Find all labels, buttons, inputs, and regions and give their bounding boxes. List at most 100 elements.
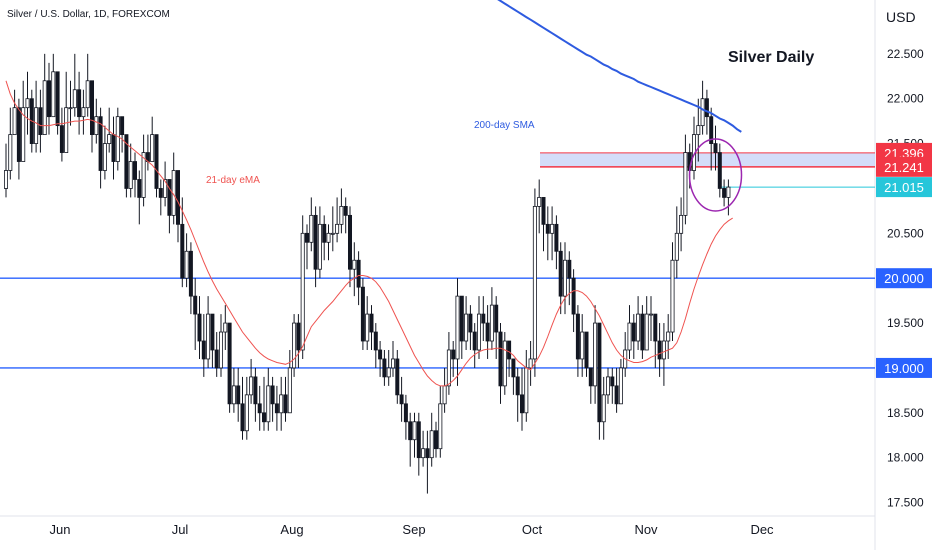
candle-up [12, 107, 17, 136]
price-label-text: 19.000 [884, 361, 924, 376]
candle-down [558, 250, 563, 297]
candle-up [606, 376, 611, 396]
candle-down [154, 134, 159, 189]
y-tick-label: 18.500 [887, 406, 924, 420]
candle-down [575, 313, 580, 360]
candle-up [72, 89, 77, 109]
candle-down [132, 161, 137, 180]
candle-down [511, 358, 516, 378]
chart-title: Silver Daily [728, 49, 814, 66]
candle-down [253, 376, 258, 405]
candle-up [593, 322, 598, 387]
candle-down [158, 188, 163, 198]
candle-down [210, 313, 215, 351]
candle-up [34, 107, 39, 144]
candle-up [502, 340, 507, 387]
candle-up [696, 125, 701, 136]
candle-up [150, 134, 155, 162]
candle-down [498, 331, 503, 387]
x-tick-label: Dec [750, 522, 774, 537]
candle-down [494, 304, 499, 333]
y-tick-label: 22.000 [887, 92, 924, 106]
candle-down [261, 412, 266, 423]
candle-down [713, 143, 718, 153]
candle-up [636, 313, 641, 342]
candle-down [541, 197, 546, 225]
candle-up [700, 98, 705, 127]
candle-up [8, 134, 13, 171]
candle-up [163, 179, 168, 198]
candle-up [489, 304, 494, 342]
candle-down [227, 322, 232, 405]
candle-up [438, 403, 443, 450]
candle-down [16, 107, 21, 162]
candle-up [386, 367, 391, 378]
candle-up [330, 232, 335, 235]
candle-down [468, 313, 473, 333]
candle-up [249, 376, 254, 396]
candle-up [442, 385, 447, 405]
candle-down [584, 331, 589, 369]
candle-down [382, 358, 387, 378]
candle-up [51, 71, 56, 118]
candle-down [175, 170, 180, 225]
candle-down [47, 80, 52, 118]
candle-up [670, 259, 675, 333]
candle-down [395, 358, 400, 396]
candle-up [64, 107, 69, 153]
candle-up [309, 214, 314, 243]
candle-down [408, 421, 413, 441]
candle-up [644, 313, 649, 351]
candle-up [627, 322, 632, 351]
sma-200-line [497, 0, 742, 133]
candle-up [292, 322, 297, 369]
candle-up [446, 349, 451, 387]
candle-down [403, 403, 408, 423]
resistance-zone [540, 152, 875, 167]
y-tick-label: 22.500 [887, 47, 924, 61]
highlight-circle [688, 138, 743, 212]
price-label-text: 20.000 [884, 271, 924, 286]
candle-up [679, 214, 684, 234]
candle-down [520, 394, 525, 414]
candle-down [188, 250, 193, 297]
candle-down [55, 71, 60, 127]
price-label-box [876, 357, 932, 378]
candle-down [38, 107, 43, 136]
candle-down [193, 295, 198, 315]
candle-up [102, 143, 107, 171]
candle-down [709, 116, 714, 144]
candle-down [425, 448, 430, 459]
candle-down [657, 340, 662, 360]
candle-up [81, 107, 86, 118]
y-tick-label: 20.500 [887, 226, 924, 240]
candle-down [571, 277, 576, 315]
candle-down [201, 340, 206, 360]
candle-down [399, 394, 404, 405]
candle-up [218, 331, 223, 369]
candle-down [416, 421, 421, 459]
x-tick-label: Sep [402, 522, 425, 537]
candle-up [42, 80, 47, 136]
y-tick-label: 18.000 [887, 451, 924, 465]
support-levels-layer [0, 186, 875, 369]
candle-down [515, 376, 520, 396]
candle-up [661, 340, 666, 360]
candle-up [21, 107, 26, 162]
candle-down [640, 313, 645, 351]
candle-down [610, 376, 615, 387]
candle-down [567, 259, 572, 279]
candle-down [77, 89, 82, 118]
candle-up [421, 448, 426, 459]
candle-down [588, 367, 593, 387]
resistance-zone-layer [540, 152, 875, 168]
annotation-layer [688, 138, 743, 212]
candle-up [317, 223, 322, 270]
candle-down [554, 223, 559, 252]
candle-up [476, 313, 481, 351]
candle-down [111, 134, 116, 162]
candle-up [618, 367, 623, 405]
candle-down [369, 313, 374, 333]
candle-up [107, 134, 112, 144]
